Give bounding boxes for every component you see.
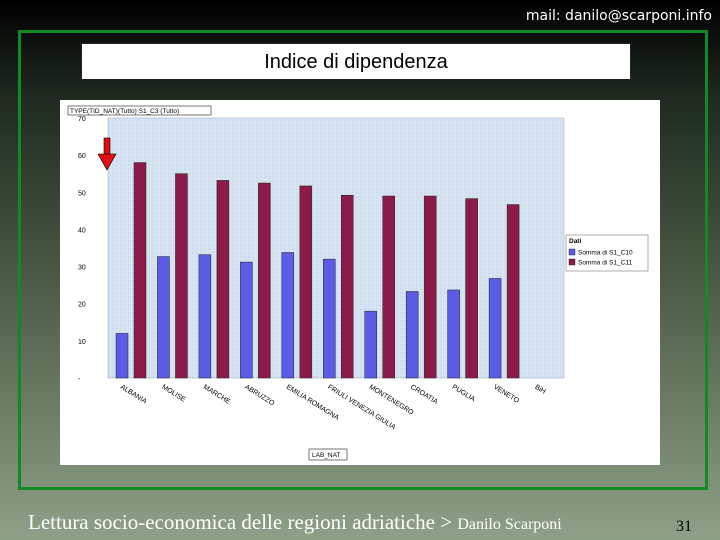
legend-box [565,234,649,272]
y-tick-label: - [78,376,81,383]
page-number: 31 [676,518,692,535]
bar-2-friuli-venezia-giulia [341,195,354,379]
bar-2-emilia-romagna [299,185,313,379]
bar-1-molise [157,256,170,379]
email-header: mail: danilo@scarponi.info [525,8,712,24]
bar-1-abruzzo [240,261,253,379]
y-tick-label: 60 [78,153,86,160]
bar-1-friuli-venezia-giulia [323,258,336,379]
bar-1-veneto [488,278,502,379]
y-tick-label: 50 [78,190,86,197]
x-axis-field-label: LAB_NAT [312,452,340,459]
bar-2-montenegro [382,195,395,379]
chart-filter-label: TYPE(TID_NAT)(Tutto) S1_C3 (Tutto) [70,108,179,115]
bar-2-albania [133,162,147,379]
bar-1-croatia [405,291,419,379]
footer-caption: Lettura socio-economica delle regioni ad… [28,510,562,535]
slide-frame [18,30,708,490]
bar-chart: TYPE(TID_NAT)(Tutto) S1_C3 (Tutto) - 10 20… [60,100,660,465]
legend-entry: Somma di S1_C10 [578,250,633,257]
bar-2-veneto [506,204,520,379]
bar-1-emilia-romagna [281,252,295,379]
bar-2-abruzzo [258,182,271,379]
bar-1-puglia [447,289,460,379]
footer-author: Danilo Scarponi [457,516,562,533]
x-tick-label: BiH [533,384,546,396]
legend-title: Dati [569,238,581,245]
highlight-arrow [97,137,117,171]
slide-title: Indice di dipendenza [81,43,631,80]
bar-1-albania [115,333,129,379]
y-tick-label: 10 [78,339,86,346]
chart-panel: TYPE(TID_NAT)(Tutto) S1_C3 (Tutto) - 10 20… [60,100,660,465]
y-tick-label: 40 [78,227,86,234]
legend-entry: Somma di S1_C11 [578,260,632,267]
legend-swatch [568,248,576,256]
y-tick-label: 20 [78,302,86,309]
bar-2-molise [175,173,188,379]
y-tick-label: 70 [78,116,86,123]
bar-1-marche [198,254,212,379]
bar-1-montenegro [364,310,377,379]
bar-2-marche [216,180,230,379]
y-tick-label: 30 [78,265,86,272]
bar-2-puglia [465,198,478,379]
footer-text: Lettura socio-economica delle regioni ad… [28,510,458,534]
legend-swatch [568,258,576,266]
bar-2-croatia [423,195,437,379]
